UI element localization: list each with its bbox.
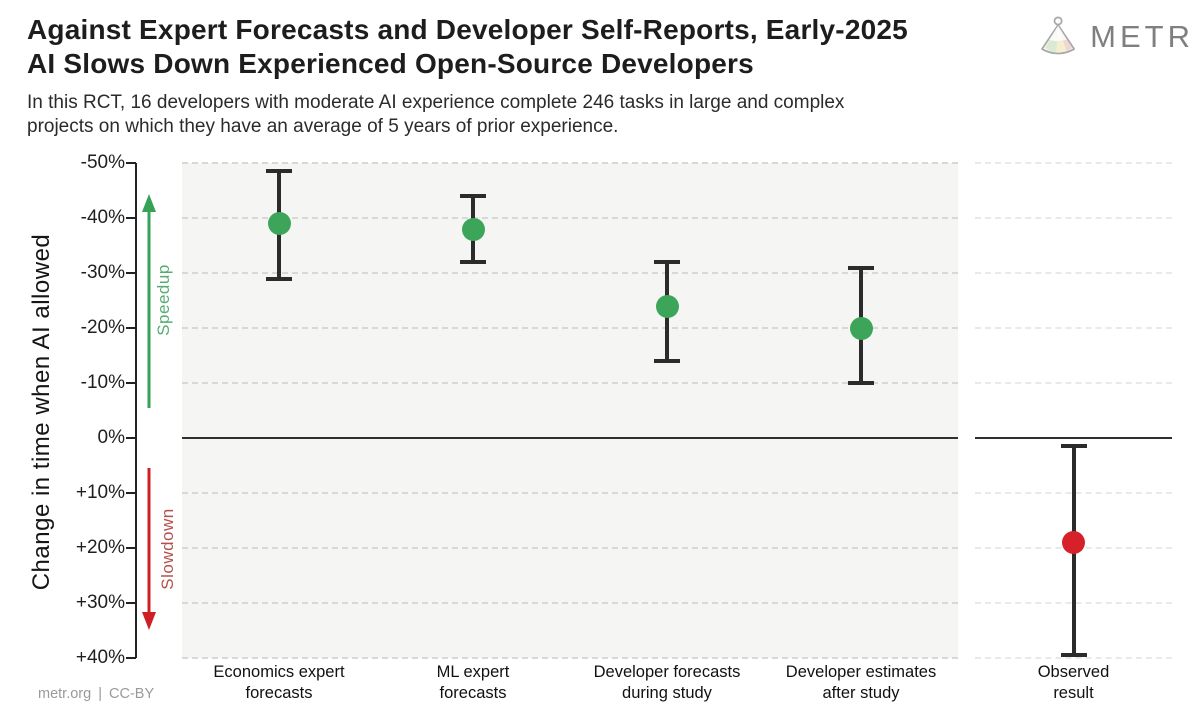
error-bar-cap-bottom	[1060, 653, 1087, 658]
gridline	[182, 217, 958, 219]
metr-logo-text: METR	[1090, 19, 1194, 54]
gridline	[182, 492, 958, 494]
y-tick-label: 0%	[97, 427, 125, 448]
metr-logo: METR	[1034, 11, 1194, 63]
data-point-dot	[1062, 531, 1085, 554]
y-tick-label: +40%	[75, 647, 125, 668]
error-bar-cap-bottom	[266, 276, 292, 281]
error-bar-cap-bottom	[654, 359, 680, 363]
gridline	[182, 602, 958, 604]
y-axis-line	[135, 163, 137, 658]
speedup-label: Speedup	[154, 264, 173, 336]
chart-title-line1: Against Expert Forecasts and Developer S…	[27, 14, 908, 45]
gridline	[182, 162, 958, 164]
data-point-dot	[849, 316, 873, 340]
error-bar-cap-bottom	[460, 260, 486, 264]
gridline	[182, 547, 958, 549]
y-tick-mark	[126, 602, 136, 604]
data-point-dot	[655, 294, 679, 318]
y-tick-mark	[126, 657, 136, 659]
y-tick-label: -10%	[80, 372, 125, 393]
y-tick-label: +10%	[75, 482, 125, 503]
gridline	[975, 217, 1172, 219]
error-bar-cap-top	[848, 265, 874, 270]
y-tick-label: +20%	[75, 537, 125, 558]
chart-subtitle: In this RCT, 16 developers with moderate…	[27, 91, 1037, 138]
gridline	[182, 327, 958, 329]
footer-credit: metr.org | CC-BY	[38, 686, 155, 702]
y-tick-label: -20%	[80, 317, 125, 338]
category-label: ML expert forecasts	[436, 663, 510, 702]
slowdown-down-arrow-icon	[142, 468, 156, 630]
data-point-dot	[267, 212, 291, 235]
gridline	[975, 162, 1172, 164]
gridline	[975, 327, 1172, 329]
category-label: Developer forecasts during study	[593, 663, 741, 702]
metr-fan-icon	[1041, 16, 1076, 55]
gridline	[182, 657, 958, 659]
y-tick-mark	[126, 327, 136, 329]
gridline	[975, 382, 1172, 384]
zero-line	[975, 437, 1172, 439]
y-tick-mark	[126, 547, 136, 549]
speedup-up-arrow-icon	[142, 194, 156, 408]
y-tick-mark	[126, 217, 136, 219]
y-tick-label: -30%	[80, 262, 125, 283]
error-bar-cap-bottom	[848, 381, 874, 385]
zero-line	[182, 437, 958, 439]
gridline	[182, 382, 958, 384]
chart-subtitle-line2: projects on which they have an average o…	[27, 115, 619, 137]
y-tick-label: -40%	[80, 207, 125, 228]
y-tick-mark	[126, 162, 136, 164]
error-bar-cap-top	[460, 194, 486, 198]
chart-title-line2: AI Slows Down Experienced Open-Source De…	[27, 48, 754, 79]
y-tick-mark	[126, 492, 136, 494]
error-bar-cap-top	[266, 169, 292, 174]
plot-panel-main	[182, 163, 958, 658]
y-tick-label: +30%	[75, 592, 125, 613]
category-label: Developer estimates after study	[785, 663, 937, 702]
chart-subtitle-line1: In this RCT, 16 developers with moderate…	[27, 92, 845, 113]
y-tick-mark	[126, 272, 136, 274]
y-tick-mark	[126, 437, 136, 439]
gridline	[975, 657, 1172, 659]
y-tick-label: -50%	[80, 152, 125, 173]
error-bar-cap-top	[1060, 444, 1087, 449]
chart-title: Against Expert Forecasts and Developer S…	[27, 13, 1027, 81]
gridline	[182, 272, 958, 274]
y-tick-mark	[126, 382, 136, 384]
slowdown-label: Slowdown	[158, 508, 177, 590]
category-label: Economics expert forecasts	[213, 663, 345, 702]
error-bar-cap-top	[654, 260, 680, 264]
category-label: Observed result	[1037, 663, 1110, 702]
data-point-dot	[461, 217, 485, 241]
gridline	[975, 272, 1172, 274]
